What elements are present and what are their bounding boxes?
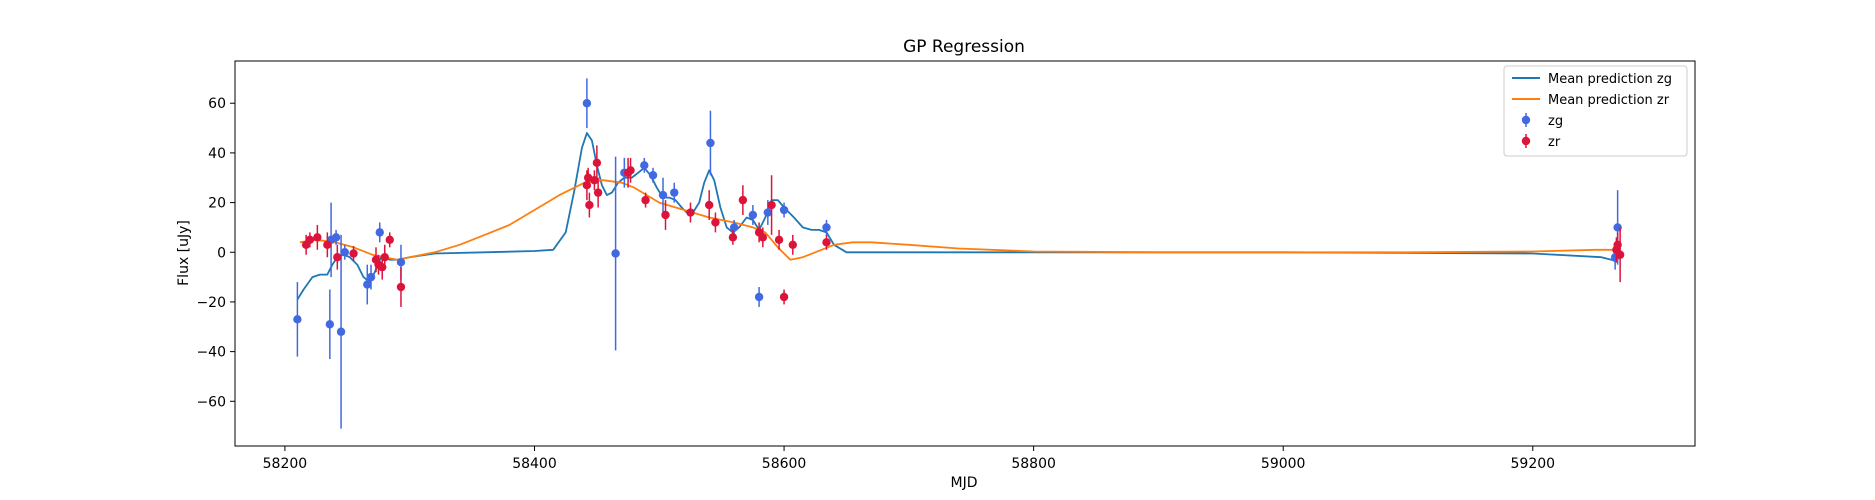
- y-tick-label: 0: [217, 245, 226, 261]
- zr-point: [313, 233, 322, 242]
- zr-point: [641, 195, 650, 205]
- zg-point: [658, 190, 668, 200]
- zr-point: [582, 180, 592, 190]
- zg-point: [611, 249, 620, 258]
- zr-point: [661, 210, 670, 220]
- zg-point: [582, 99, 592, 108]
- zr-point: [333, 253, 342, 262]
- zg-point: [748, 210, 758, 220]
- x-tick-label: 58400: [512, 456, 557, 472]
- zg-point: [729, 223, 739, 232]
- y-tick-label: 60: [208, 96, 226, 112]
- zg-point: [325, 320, 335, 329]
- x-axis-label: MJD: [951, 475, 978, 491]
- y-tick-label: −40: [196, 345, 226, 361]
- mean-prediction-zr-line: [299, 179, 1618, 261]
- zg-point: [396, 257, 406, 267]
- zr-point: [385, 235, 394, 245]
- zg-point: [375, 228, 384, 237]
- y-axis-label: Flux [uJy]: [176, 220, 192, 286]
- zr-point: [323, 240, 332, 250]
- zr-point: [585, 200, 594, 210]
- legend: Mean prediction zg Mean prediction zr zg zr: [1503, 65, 1688, 157]
- zr-point: [738, 195, 748, 205]
- plot-area: [293, 78, 1625, 429]
- zr-point: [779, 292, 789, 302]
- zg-point: [754, 292, 764, 302]
- zr-point: [626, 166, 635, 175]
- y-tick-label: −20: [196, 295, 226, 311]
- zr-point: [767, 200, 776, 210]
- axes-frame: [234, 60, 1696, 447]
- zr-point: [774, 235, 784, 245]
- legend-swatch-zr: [1521, 136, 1531, 146]
- zg-point: [336, 327, 346, 336]
- zg-point: [670, 188, 679, 197]
- zr-point: [704, 200, 714, 210]
- y-tick-label: −60: [196, 394, 226, 410]
- zr-point: [305, 235, 315, 245]
- zr-point: [728, 233, 738, 242]
- legend-label-mean-prediction-zr: Mean prediction zr: [1548, 93, 1670, 108]
- legend-label-zr: zr: [1548, 135, 1561, 150]
- x-tick-label: 59000: [1261, 456, 1306, 472]
- chart-title: GP Regression: [903, 37, 1025, 57]
- zr-point: [822, 238, 831, 247]
- zg-point: [648, 171, 658, 180]
- zr-point: [349, 249, 358, 258]
- zg-point: [363, 280, 372, 289]
- zg-point: [340, 248, 350, 257]
- zr-point: [593, 188, 603, 197]
- y-tick-label: 40: [208, 146, 226, 162]
- zg-point: [779, 205, 789, 215]
- x-tick-label: 59200: [1511, 456, 1556, 472]
- zg-point: [331, 233, 341, 242]
- y-tick-label: 20: [208, 196, 226, 212]
- zg-point: [366, 272, 376, 282]
- legend-swatch-zg: [1521, 115, 1531, 125]
- zr-point: [788, 240, 797, 250]
- zr-point: [711, 218, 720, 227]
- x-tick-label: 58200: [263, 456, 308, 472]
- zr-point: [396, 282, 406, 292]
- zr-point: [686, 208, 695, 217]
- plot-content: [293, 78, 1625, 429]
- zr-point: [1615, 250, 1625, 259]
- legend-label-mean-prediction-zg: Mean prediction zg: [1548, 72, 1672, 87]
- x-tick-label: 58800: [1011, 456, 1056, 472]
- zr-point: [380, 253, 389, 262]
- zg-point: [763, 208, 773, 217]
- zg-point: [293, 315, 302, 324]
- zr-point: [758, 233, 768, 242]
- zg-point: [706, 138, 715, 148]
- zg-point: [640, 161, 649, 170]
- x-tick-label: 58600: [762, 456, 807, 472]
- zg-point: [822, 223, 831, 232]
- legend-label-zg: zg: [1548, 114, 1563, 129]
- legend-box: [1503, 65, 1688, 157]
- axis-ticks: 58200 58400 58600 58800 59000 59200 −60 −40 −20 0…: [196, 96, 1555, 472]
- zr-point: [592, 158, 602, 168]
